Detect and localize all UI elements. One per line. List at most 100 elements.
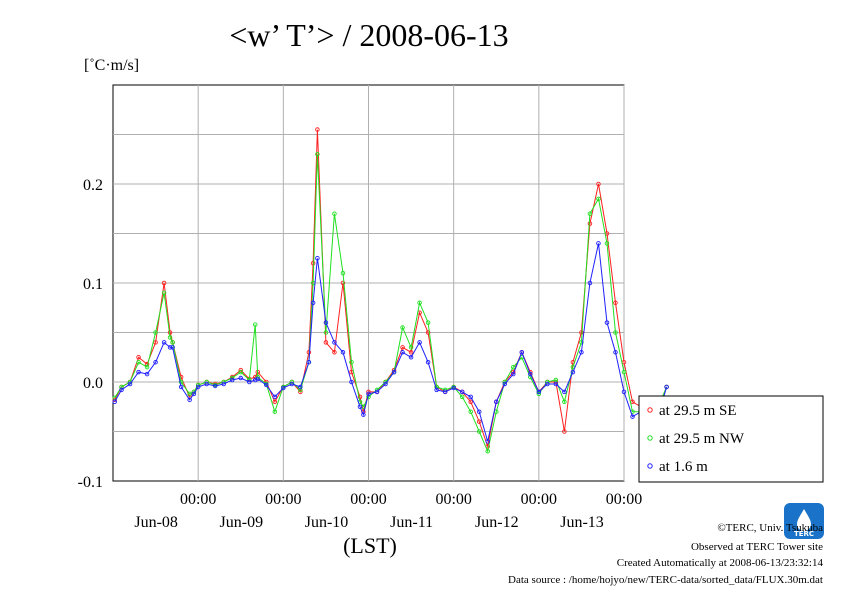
data-point xyxy=(361,412,366,417)
data-point xyxy=(178,379,184,385)
legend-marker xyxy=(647,407,653,413)
data-point xyxy=(167,335,173,340)
data-point xyxy=(161,340,167,345)
data-point xyxy=(349,379,354,385)
x-tick-date-label: Jun-11 xyxy=(390,514,433,531)
data-point xyxy=(408,350,414,355)
logo-text: TERC xyxy=(794,530,814,538)
data-point xyxy=(621,389,627,395)
data-point xyxy=(570,369,576,375)
data-point xyxy=(408,355,414,360)
data-point xyxy=(536,389,542,395)
data-point xyxy=(613,300,618,306)
logo-drop-icon xyxy=(797,509,811,531)
data-point xyxy=(425,320,431,325)
data-point xyxy=(323,320,329,325)
data-point xyxy=(191,391,197,397)
data-point xyxy=(357,404,363,410)
data-point xyxy=(485,439,490,444)
data-point xyxy=(400,350,405,355)
data-point xyxy=(434,387,439,393)
data-point xyxy=(502,381,508,387)
footer-created: Created Automatically at 2008-06-13/23:3… xyxy=(617,557,824,569)
data-point xyxy=(221,381,226,387)
data-point xyxy=(212,383,218,389)
data-point xyxy=(340,270,346,276)
y-tick-label: 0.0 xyxy=(83,375,103,392)
data-point xyxy=(315,127,320,132)
data-point xyxy=(442,389,448,395)
data-point xyxy=(315,152,320,157)
data-point xyxy=(187,391,192,397)
x-axis-ticks: 00:00Jun-0800:00Jun-0900:00Jun-1000:00Ju… xyxy=(134,491,642,531)
legend-label: at 29.5 m SE xyxy=(659,403,737,419)
x-tick-date-label: Jun-12 xyxy=(475,514,519,531)
data-point xyxy=(476,409,482,414)
data-point xyxy=(476,429,482,434)
data-point xyxy=(136,359,141,365)
data-point xyxy=(587,221,593,226)
data-point xyxy=(596,181,601,187)
data-point xyxy=(298,387,303,393)
data-point xyxy=(621,369,627,375)
footer-copyright: ©TERC, Univ. Tsukuba xyxy=(717,522,823,534)
data-point xyxy=(408,345,414,350)
data-point xyxy=(417,340,422,345)
legend-label: at 1.6 m xyxy=(659,459,708,475)
data-point xyxy=(374,389,380,395)
data-point xyxy=(459,394,465,400)
data-point xyxy=(153,359,158,365)
data-point xyxy=(613,330,618,335)
data-point xyxy=(587,280,593,286)
x-tick-time-label: 00:00 xyxy=(180,491,216,508)
data-point xyxy=(332,340,337,345)
data-point xyxy=(562,399,567,405)
x-tick-date-label: Jun-08 xyxy=(134,514,178,531)
data-point xyxy=(587,211,593,216)
data-point xyxy=(310,260,316,266)
series-3 xyxy=(112,241,669,444)
data-point xyxy=(528,371,533,377)
data-point xyxy=(255,376,261,382)
data-point xyxy=(459,389,465,395)
legend: at 29.5 m SE at 29.5 m NW at 1.6 m xyxy=(638,395,824,483)
data-point xyxy=(425,359,431,365)
legend-marker xyxy=(647,435,653,441)
data-point xyxy=(252,322,258,327)
x-axis-label: (LST) xyxy=(343,533,397,558)
data-point xyxy=(153,330,158,335)
legend-marker xyxy=(647,463,653,469)
data-point xyxy=(511,371,516,377)
legend-item: at 29.5 m NW xyxy=(647,431,745,447)
data-point xyxy=(340,350,346,355)
data-point xyxy=(289,381,295,387)
y-tick-label: -0.1 xyxy=(78,474,103,491)
data-point xyxy=(468,409,473,414)
data-point xyxy=(494,399,499,405)
data-point xyxy=(306,359,312,365)
data-point xyxy=(229,377,235,383)
data-point xyxy=(144,364,150,370)
data-point xyxy=(136,355,141,360)
series-line xyxy=(114,243,668,442)
data-point xyxy=(596,241,601,246)
data-point xyxy=(136,369,141,375)
x-tick-date-label: Jun-13 xyxy=(560,514,604,531)
y-tick-label: 0.2 xyxy=(83,177,103,194)
data-point xyxy=(204,381,209,387)
data-point xyxy=(281,385,286,391)
data-point xyxy=(553,381,559,387)
terc-logo: TERC xyxy=(784,503,824,539)
data-point xyxy=(613,350,618,355)
data-point xyxy=(332,350,337,355)
data-point xyxy=(187,397,192,403)
legend-label: at 29.5 m NW xyxy=(659,431,745,447)
data-point xyxy=(238,369,243,375)
y-tick-label: 0.1 xyxy=(83,276,103,293)
data-point xyxy=(545,381,550,387)
legend-item: at 29.5 m SE xyxy=(647,403,737,419)
data-point xyxy=(604,320,610,325)
data-point xyxy=(417,300,422,306)
data-point xyxy=(630,414,635,419)
data-point xyxy=(161,290,167,296)
